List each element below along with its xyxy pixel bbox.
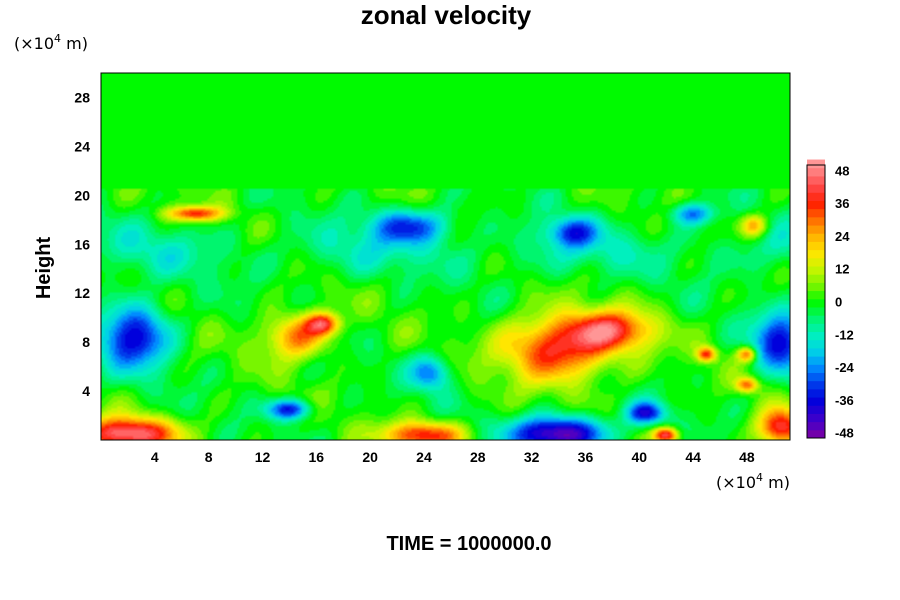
y-tick-label: 4 <box>82 383 90 399</box>
heatmap-field <box>101 73 790 440</box>
x-axis-ticks: 4 8 12 16 20 24 28 32 36 40 44 48 <box>151 449 755 465</box>
y-tick-label: 20 <box>74 187 90 203</box>
colorbar-swatch <box>807 241 825 251</box>
x-tick-label: 48 <box>739 449 755 465</box>
colorbar-swatch <box>807 290 825 300</box>
y-tick-label: 8 <box>82 334 90 350</box>
colorbar-tick-label: 24 <box>835 229 850 244</box>
colorbar-swatch <box>807 167 825 177</box>
y-axis-label: Height <box>33 237 55 300</box>
colorbar-swatch <box>807 208 825 218</box>
y-tick-label: 24 <box>74 138 90 154</box>
colorbar-swatch <box>807 233 825 242</box>
colorbar-ticks: 48 36 24 12 0 -12 -24 -36 -48 <box>835 163 855 440</box>
colorbar-swatch <box>807 356 825 365</box>
colorbar-swatch <box>807 257 825 267</box>
colorbar-swatch <box>807 225 825 234</box>
colorbar-swatch <box>807 413 825 423</box>
colorbar-tick-label: -36 <box>835 393 854 408</box>
colorbar-swatch <box>807 249 825 259</box>
y-tick-label: 16 <box>74 236 90 252</box>
colorbar-tick-label: 12 <box>835 262 849 277</box>
colorbar-swatch <box>807 159 825 169</box>
colorbar-tick-label: 0 <box>835 295 842 310</box>
colorbar-tick-label: -12 <box>835 327 854 342</box>
x-tick-label: 24 <box>416 449 432 465</box>
chart-title: zonal velocity <box>361 0 532 30</box>
y-axis-unit: (×104 m) <box>14 32 88 53</box>
time-label: TIME = 1000000.0 <box>386 533 551 555</box>
y-axis-ticks: 4 8 12 16 20 24 28 <box>74 89 90 399</box>
colorbar-swatch <box>807 339 825 349</box>
x-tick-label: 40 <box>631 449 647 465</box>
colorbar-swatch <box>807 323 825 333</box>
colorbar-tick-label: 48 <box>835 163 849 178</box>
colorbar-swatch <box>807 397 825 406</box>
colorbar-tick-label: -24 <box>835 360 855 375</box>
plot-area <box>100 72 791 441</box>
colorbar-swatch <box>807 274 825 283</box>
colorbar-swatch <box>807 364 825 373</box>
x-tick-label: 28 <box>470 449 486 465</box>
colorbar-frame <box>806 164 826 439</box>
colorbar-swatch <box>807 372 825 382</box>
colorbar-tick-label: -48 <box>835 426 854 441</box>
colorbar <box>806 159 826 439</box>
colorbar-swatch <box>807 216 825 226</box>
x-tick-label: 36 <box>578 449 594 465</box>
x-tick-label: 20 <box>362 449 378 465</box>
colorbar-swatch <box>807 266 825 275</box>
colorbar-swatch <box>807 331 825 341</box>
y-tick-label: 12 <box>74 285 90 301</box>
colorbar-swatch <box>807 200 825 210</box>
colorbar-swatch <box>807 421 825 431</box>
colorbar-swatch <box>807 306 825 316</box>
x-tick-label: 12 <box>255 449 271 465</box>
colorbar-swatch <box>807 298 825 308</box>
x-tick-label: 16 <box>309 449 325 465</box>
plot-frame <box>100 72 791 441</box>
colorbar-swatch <box>807 315 825 324</box>
x-tick-label: 32 <box>524 449 540 465</box>
colorbar-swatch <box>807 380 825 390</box>
colorbar-swatch <box>807 405 825 414</box>
x-axis-unit: (×104 m) <box>716 471 790 492</box>
colorbar-swatch <box>807 192 825 201</box>
colorbar-swatch <box>807 388 825 398</box>
y-tick-label: 28 <box>74 89 90 105</box>
heatmap-image <box>101 73 790 440</box>
colorbar-swatch <box>807 184 825 193</box>
colorbar-swatch <box>807 347 825 357</box>
colorbar-swatch <box>807 429 825 439</box>
colorbar-tick-label: 36 <box>835 196 849 211</box>
x-tick-label: 8 <box>205 449 213 465</box>
colorbar-swatch <box>807 282 825 292</box>
colorbar-swatch <box>807 175 825 185</box>
x-tick-label: 4 <box>151 449 159 465</box>
x-tick-label: 44 <box>685 449 701 465</box>
